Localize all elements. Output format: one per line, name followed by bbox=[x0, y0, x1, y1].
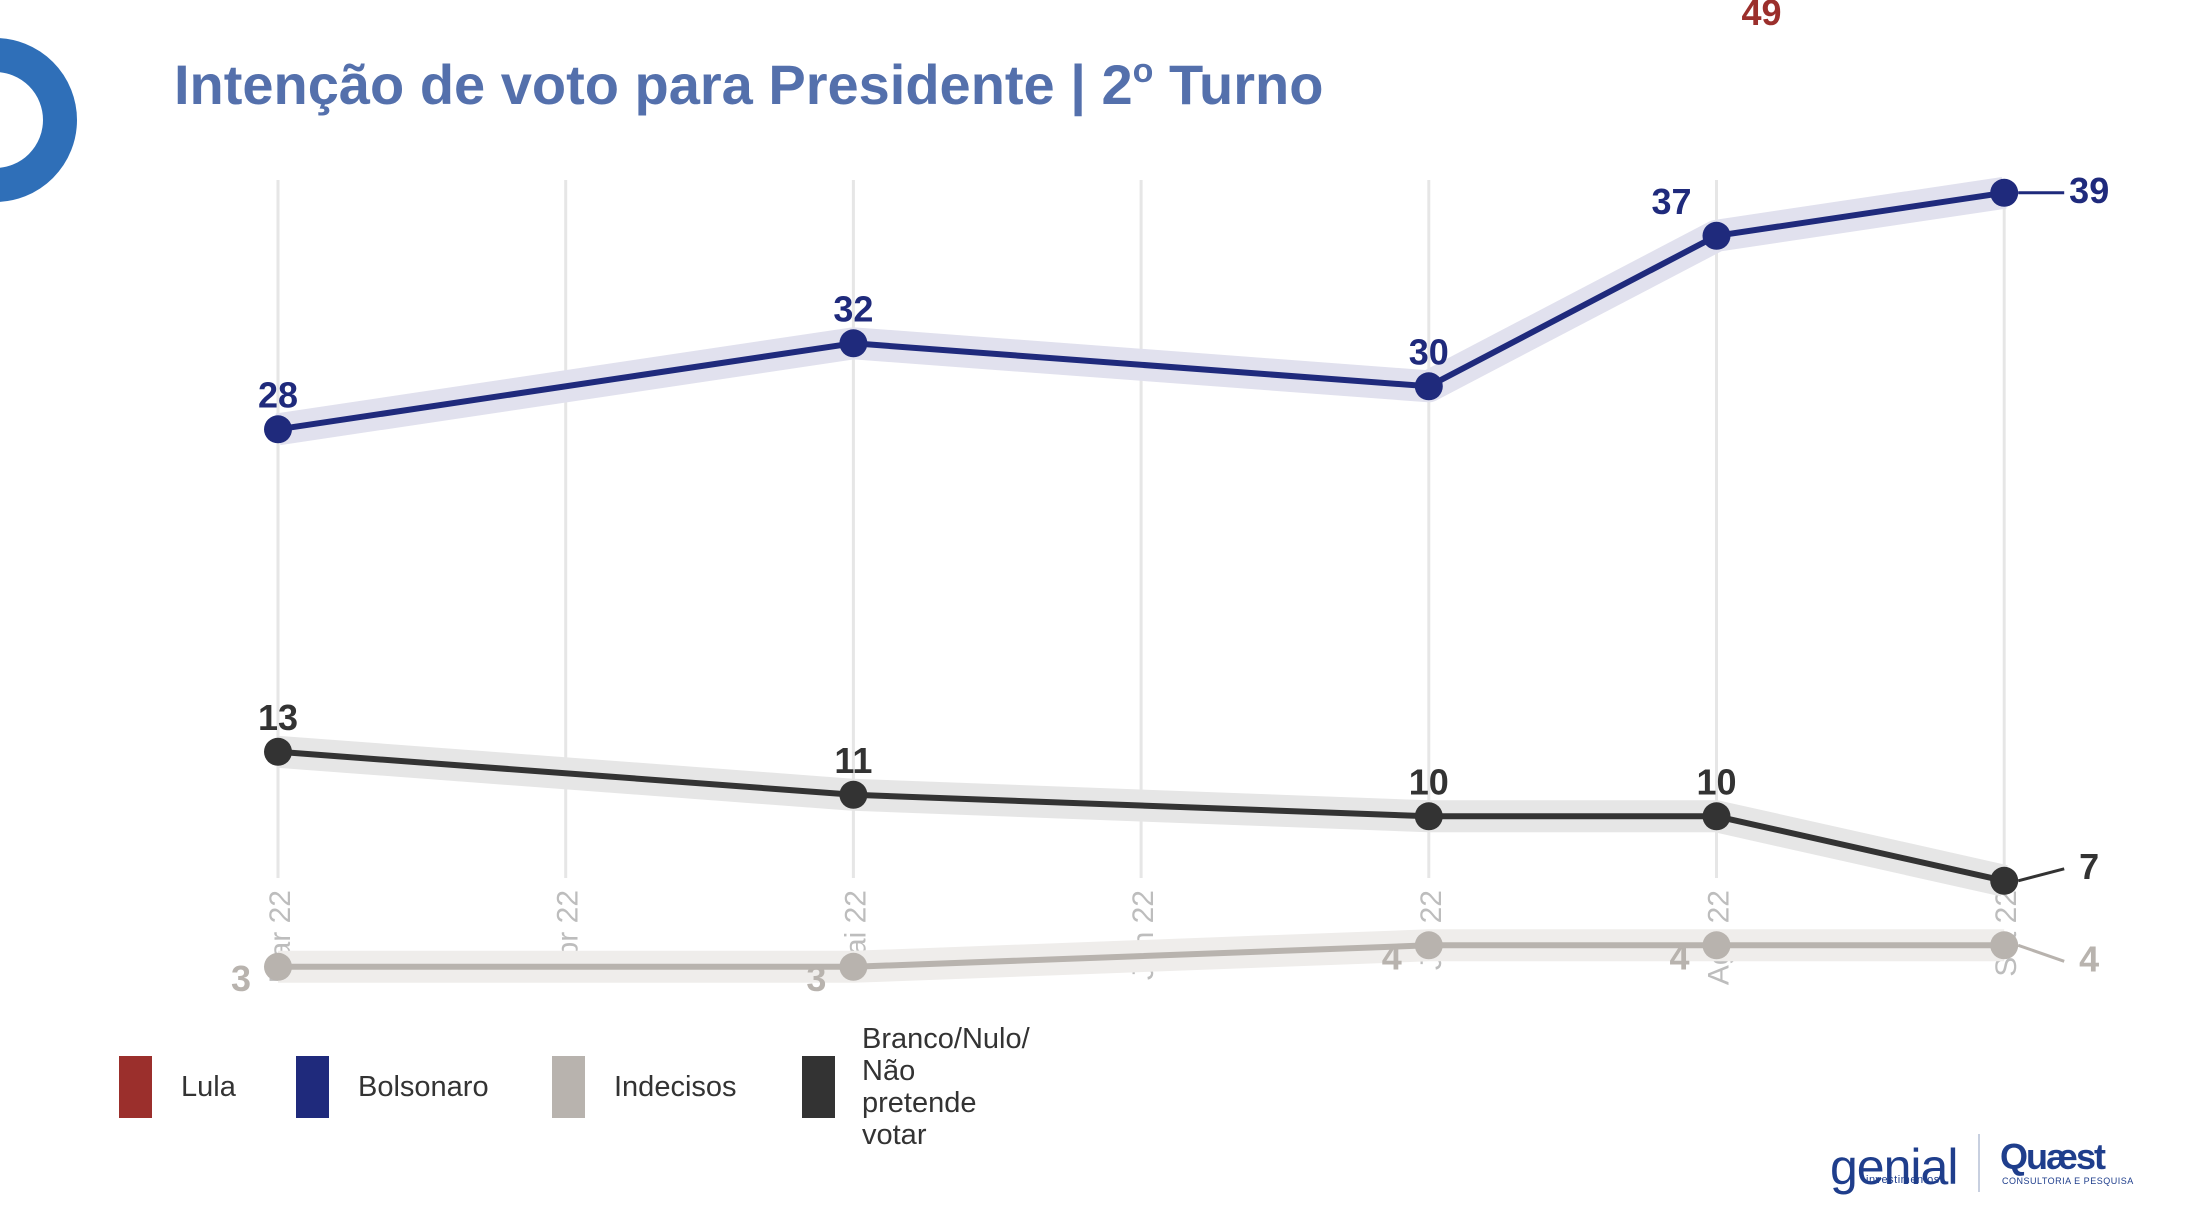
legend-label-branco-nulo: Branco/Nulo/ Não pretende votar bbox=[862, 1023, 1030, 1151]
data-label: 49 bbox=[1741, 0, 1781, 33]
data-label: 32 bbox=[833, 288, 873, 329]
legend-swatch-bolsonaro bbox=[296, 1056, 329, 1118]
genial-logo-subtitle: investimentos bbox=[1866, 1174, 1940, 1186]
data-label: 3 bbox=[231, 958, 251, 999]
quaest-logo-subtitle: CONSULTORIA E PESQUISA bbox=[2002, 1176, 2134, 1186]
data-label: 4 bbox=[2079, 938, 2099, 979]
data-point bbox=[1702, 221, 1731, 250]
data-label: 10 bbox=[1409, 761, 1449, 802]
data-point bbox=[264, 737, 292, 766]
data-label: 39 bbox=[2069, 170, 2109, 211]
data-point bbox=[1990, 178, 2019, 207]
data-point bbox=[1990, 866, 2019, 895]
data-point bbox=[264, 415, 292, 444]
legend-swatch-branco-nulo bbox=[802, 1056, 835, 1118]
data-label: 10 bbox=[1696, 761, 1736, 802]
data-label: 13 bbox=[258, 697, 298, 738]
data-point bbox=[1414, 372, 1443, 401]
data-point bbox=[1702, 802, 1731, 831]
quaest-logo: Quæst bbox=[2000, 1136, 2106, 1177]
data-label: 7 bbox=[2079, 846, 2099, 887]
data-label: 30 bbox=[1409, 331, 1449, 372]
data-point bbox=[264, 952, 292, 981]
data-point bbox=[839, 329, 868, 358]
data-point bbox=[1414, 802, 1443, 831]
data-label: 28 bbox=[258, 374, 298, 415]
legend-swatch-lula bbox=[119, 1056, 152, 1118]
data-label: 4 bbox=[1382, 936, 1402, 977]
data-label: 37 bbox=[1651, 181, 1691, 222]
data-label: 3 bbox=[806, 958, 826, 999]
data-point bbox=[1414, 931, 1443, 960]
genial-logo: genial bbox=[1830, 1139, 1958, 1195]
page-title: Intenção de voto para Presidente | 2o Tu… bbox=[174, 52, 1324, 116]
corner-logo-icon bbox=[0, 38, 77, 202]
data-label: 11 bbox=[834, 740, 872, 781]
legend-label-bolsonaro: Bolsonaro bbox=[358, 1071, 489, 1103]
data-point bbox=[839, 780, 868, 809]
data-point bbox=[1990, 931, 2019, 960]
label-leader-line bbox=[2017, 943, 2065, 963]
brand-divider bbox=[1978, 1134, 1980, 1192]
legend-swatch-indecisos bbox=[552, 1056, 585, 1118]
data-point bbox=[839, 952, 868, 981]
legend-label-lula: Lula bbox=[181, 1071, 236, 1103]
data-point bbox=[1702, 931, 1731, 960]
label-leader-line bbox=[2017, 867, 2065, 883]
legend-label-indecisos: Indecisos bbox=[614, 1071, 737, 1103]
data-label: 4 bbox=[1669, 936, 1689, 977]
